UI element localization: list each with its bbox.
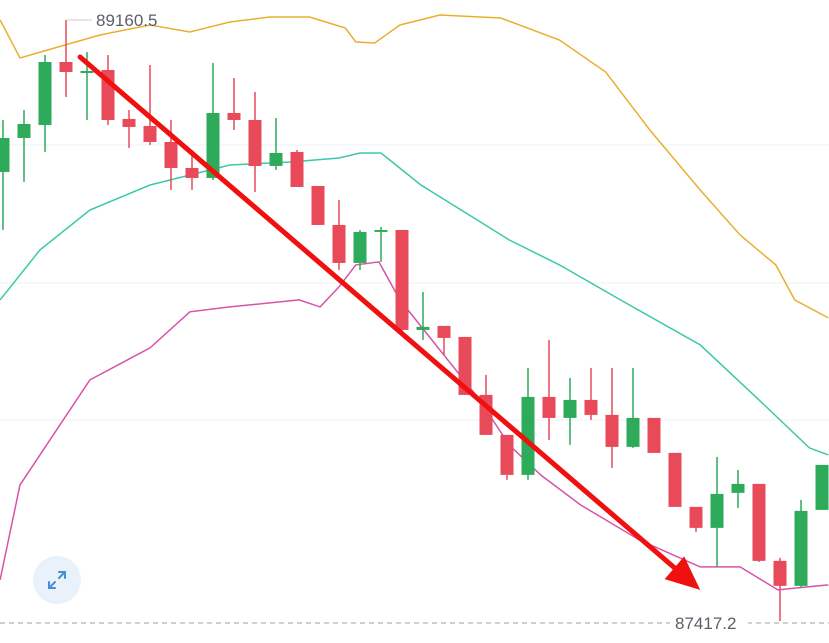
candle-up — [269, 117, 283, 170]
min-label-bg — [670, 612, 748, 632]
candle-down — [185, 149, 199, 190]
candle-down — [59, 20, 73, 97]
candle-body — [752, 483, 766, 561]
candle-body — [143, 125, 157, 142]
candle-down — [752, 483, 766, 562]
upper-band-line — [0, 14, 829, 319]
candle-down — [311, 185, 325, 225]
candle-body — [269, 152, 283, 166]
candle-down — [437, 325, 451, 355]
candle-down — [395, 229, 409, 332]
candle-up — [206, 62, 220, 180]
candle-body — [815, 464, 829, 510]
middle-band-line — [0, 152, 829, 456]
candle-down — [101, 54, 115, 125]
candle-up — [416, 291, 430, 340]
candle-down — [668, 452, 682, 507]
candle-body — [290, 151, 304, 187]
candle-body — [206, 112, 220, 178]
candle-body — [185, 167, 199, 178]
candle-down — [248, 91, 262, 192]
candle-body — [542, 396, 556, 418]
candle-up — [710, 456, 724, 567]
expand-chart-button[interactable] — [33, 556, 81, 604]
candle-up — [374, 226, 388, 262]
candle-body — [626, 417, 640, 447]
candle-body — [38, 61, 52, 125]
candle-up — [17, 109, 31, 182]
candle-down — [332, 199, 346, 270]
candle-body — [332, 224, 346, 263]
candle-down — [164, 119, 178, 190]
candle-body — [353, 231, 367, 263]
candle-down — [542, 339, 556, 440]
candle-up — [731, 469, 745, 508]
candle-up — [794, 499, 808, 588]
candle-up — [353, 229, 367, 270]
candle-down — [290, 149, 304, 187]
candle-down — [584, 367, 598, 420]
candle-body — [416, 326, 430, 330]
expand-arrows-icon — [48, 571, 66, 589]
candle-body — [248, 119, 262, 166]
candle-body — [458, 336, 472, 395]
candle-body — [59, 61, 73, 72]
candle-body — [0, 137, 10, 172]
candle-body — [80, 70, 94, 73]
candle-down — [647, 417, 661, 453]
candle-body — [17, 123, 31, 138]
candle-body — [164, 141, 178, 168]
candle-body — [668, 452, 682, 507]
candle-down — [122, 109, 136, 148]
candle-body — [227, 112, 241, 120]
candle-down — [773, 557, 787, 621]
candle-up — [563, 377, 577, 445]
max-price-label: 89160.5 — [96, 11, 157, 30]
trend-arrow-head — [664, 556, 701, 590]
candle-body — [521, 396, 535, 475]
candle-up — [38, 54, 52, 152]
candle-up — [815, 464, 829, 510]
candle-down — [227, 77, 241, 130]
candle-body — [710, 493, 724, 528]
candle-body — [563, 399, 577, 418]
candle-body — [374, 229, 388, 232]
candle-down — [689, 506, 703, 532]
candle-down — [605, 367, 619, 468]
trend-arrow-shaft — [77, 54, 677, 571]
candle-body — [731, 483, 745, 493]
candle-body — [584, 399, 598, 415]
min-price-label: 87417.2 — [675, 614, 736, 633]
candle-body — [437, 325, 451, 338]
candle-body — [122, 118, 136, 127]
candle-up — [0, 119, 10, 230]
candle-body — [794, 510, 808, 586]
candle-body — [773, 560, 787, 586]
candle-body — [395, 229, 409, 330]
candle-body — [311, 185, 325, 225]
candle-body — [500, 434, 514, 475]
candle-up — [521, 367, 535, 480]
candle-down — [500, 434, 514, 480]
lower-band-line — [0, 261, 829, 591]
candle-body — [605, 414, 619, 447]
candle-up — [626, 367, 640, 448]
candle-body — [689, 506, 703, 528]
candle-body — [647, 417, 661, 453]
candle-down — [143, 64, 157, 145]
